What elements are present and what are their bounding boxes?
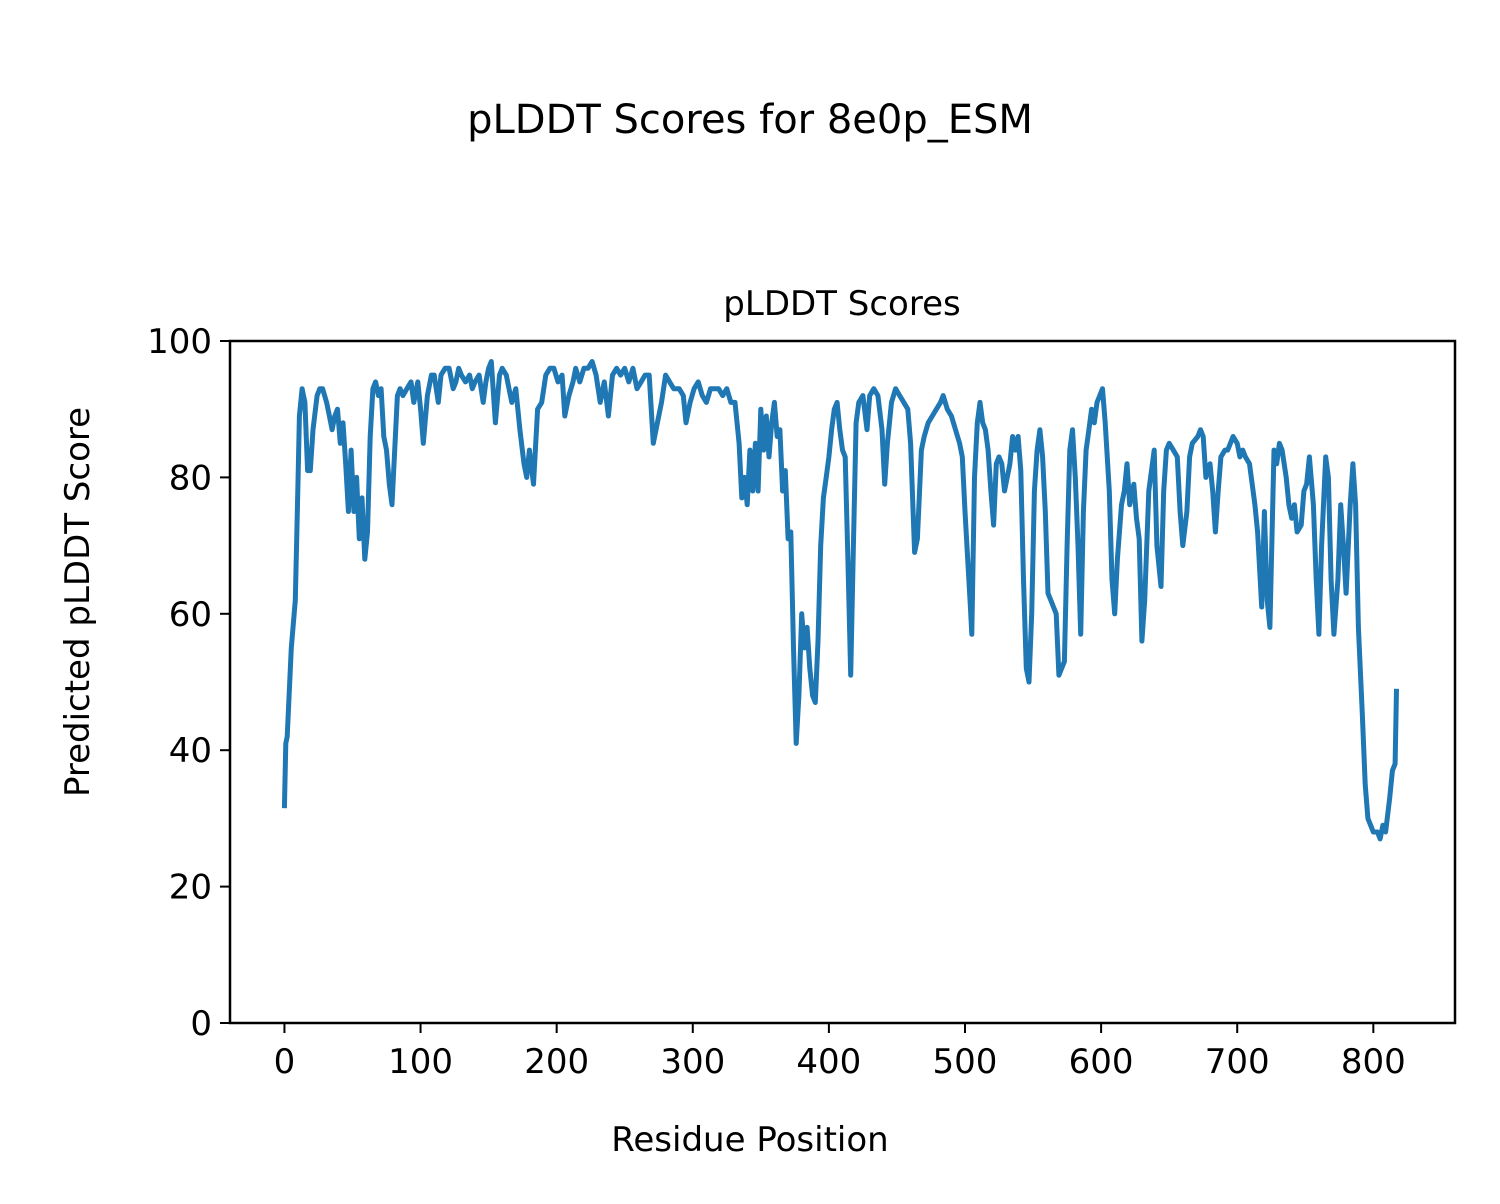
y-tick-label: 80 (169, 458, 212, 498)
x-tick-label: 700 (1205, 1042, 1270, 1082)
x-tick-label: 300 (660, 1042, 725, 1082)
x-axis: 0 100 200 300 400 500 600 700 800 (274, 1023, 1406, 1082)
y-tick-label: 20 (169, 868, 212, 908)
y-tick-label: 0 (190, 1004, 212, 1044)
x-tick-label: 800 (1341, 1042, 1406, 1082)
series-line-plddt (281, 359, 1399, 842)
x-tick-label: 500 (933, 1042, 998, 1082)
axes-title: pLDDT Scores (723, 284, 960, 324)
x-axis-label: Residue Position (611, 1120, 888, 1160)
x-tick-label: 0 (274, 1042, 296, 1082)
y-tick-label: 40 (169, 731, 212, 771)
y-tick-label: 100 (147, 322, 212, 362)
x-tick-label: 200 (524, 1042, 589, 1082)
y-tick-label: 60 (169, 595, 212, 635)
x-tick-label: 100 (388, 1042, 453, 1082)
y-axis-label: Predicted pLDDT Score (58, 407, 98, 797)
figure-suptitle: pLDDT Scores for 8e0p_ESM (467, 97, 1033, 143)
axes-frame (228, 339, 1457, 1025)
x-tick-label: 600 (1069, 1042, 1134, 1082)
x-tick-label: 400 (796, 1042, 861, 1082)
y-axis: 0 20 40 60 80 100 (147, 322, 230, 1044)
plot-area (281, 359, 1399, 842)
